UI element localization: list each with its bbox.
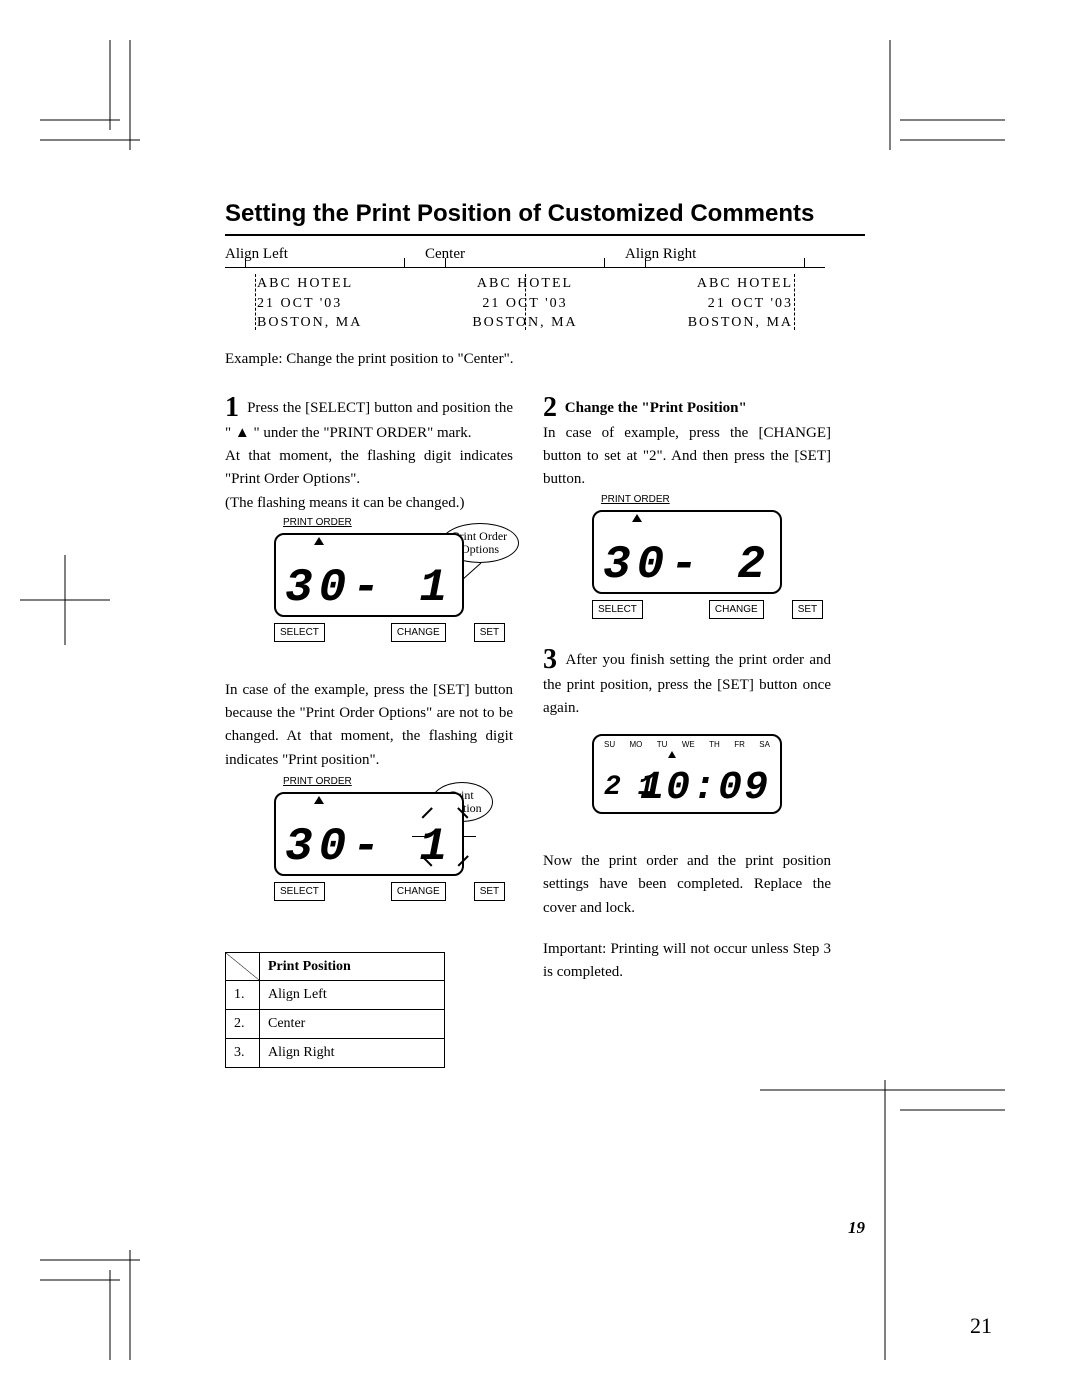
table-row: 3.Align Right (226, 1038, 445, 1067)
align-left-sample: ABC HOTEL 21 OCT '03 BOSTON, MA (225, 267, 425, 333)
alignment-header-row: Align Left Center Align Right (225, 246, 865, 263)
step-3-p2: Now the print order and the print positi… (543, 850, 831, 920)
align-right-sample: ABC HOTEL 21 OCT '03 BOSTON, MA (625, 267, 825, 333)
up-arrow-icon (314, 537, 324, 545)
left-column: 1 Press the [SELECT] button and position… (225, 394, 513, 1068)
step-2-number: 2 (543, 394, 557, 422)
select-button[interactable]: SELECT (274, 623, 325, 643)
step-1-p4: In case of the example, press the [SET] … (225, 679, 513, 772)
step-2-title: Change the "Print Position" (565, 400, 747, 416)
align-center-label: Center (425, 246, 625, 263)
change-button[interactable]: CHANGE (391, 882, 446, 902)
table-header: Print Position (260, 952, 445, 981)
set-button[interactable]: SET (474, 882, 505, 902)
print-position-table: Print Position 1.Align Left 2.Center 3.A… (225, 952, 445, 1068)
step-1-p1: Press the [SELECT] button and position t… (225, 400, 513, 441)
lcd-day-row: SU MO TU WE TH FR SA (604, 739, 770, 751)
change-button[interactable]: CHANGE (391, 623, 446, 643)
print-order-label-2: PRINT ORDER (283, 774, 352, 790)
change-button[interactable]: CHANGE (709, 600, 764, 620)
step-2-p1: In case of example, press the [CHANGE] b… (543, 422, 831, 492)
lcd-2-digits: 30- 1 (276, 812, 462, 883)
lcd-3-digits: 30- 2 (594, 530, 780, 601)
table-row: 1.Align Left (226, 981, 445, 1010)
lcd-1-digits: 30- 1 (276, 553, 462, 624)
step-1-p3: (The flashing means it can be changed.) (225, 492, 513, 515)
step-3-number: 3 (543, 646, 557, 674)
step-3-p3: Important: Printing will not occur unles… (543, 938, 831, 985)
lcd-1-buttons: SELECT CHANGE SET (274, 623, 464, 643)
page-number-outer: 21 (970, 1313, 992, 1339)
print-order-label-3: PRINT ORDER (601, 492, 670, 508)
step-3-p1: After you finish setting the print order… (543, 652, 831, 716)
step-2: 2 Change the "Print Position" In case of… (543, 394, 831, 492)
print-order-label: PRINT ORDER (283, 515, 352, 531)
lcd-3-buttons: SELECT CHANGE SET (592, 600, 782, 620)
lcd-display-2: PrintPosition PRINT ORDER 30- 1 (225, 792, 513, 932)
table-row: 2.Center (226, 1010, 445, 1039)
align-center-sample: ABC HOTEL 21 OCT '03 BOSTON, MA (425, 267, 625, 333)
lcd-display-clock: SU MO TU WE TH FR SA 2 1 10:09 (543, 734, 831, 834)
step-1: 1 Press the [SELECT] button and position… (225, 394, 513, 515)
up-arrow-icon (668, 751, 676, 758)
step-3: 3 After you finish setting the print ord… (543, 646, 831, 721)
page-number-italic: 19 (848, 1218, 865, 1238)
up-arrow-icon (632, 514, 642, 522)
lcd-time: 10:09 (640, 758, 770, 820)
select-button[interactable]: SELECT (274, 882, 325, 902)
step-1-p2: At that moment, the flashing digit indic… (225, 445, 513, 492)
lcd-display-3: PRINT ORDER 30- 2 SELECT CHANGE SET (543, 510, 831, 628)
lcd-2-buttons: SELECT CHANGE SET (274, 882, 464, 902)
step-1-number: 1 (225, 394, 239, 422)
example-intro: Example: Change the print position to "C… (225, 351, 865, 368)
up-arrow-icon (314, 796, 324, 804)
right-column: 2 Change the "Print Position" In case of… (543, 394, 831, 1068)
alignment-examples: ABC HOTEL 21 OCT '03 BOSTON, MA ABC HOTE… (225, 267, 865, 333)
section-heading: Setting the Print Position of Customized… (225, 200, 865, 236)
align-right-label: Align Right (625, 246, 825, 263)
select-button[interactable]: SELECT (592, 600, 643, 620)
align-left-label: Align Left (225, 246, 425, 263)
set-button[interactable]: SET (474, 623, 505, 643)
set-button[interactable]: SET (792, 600, 823, 620)
lcd-display-1: Print OrderOptions PRINT ORDER 30- 1 SEL… (225, 533, 513, 663)
